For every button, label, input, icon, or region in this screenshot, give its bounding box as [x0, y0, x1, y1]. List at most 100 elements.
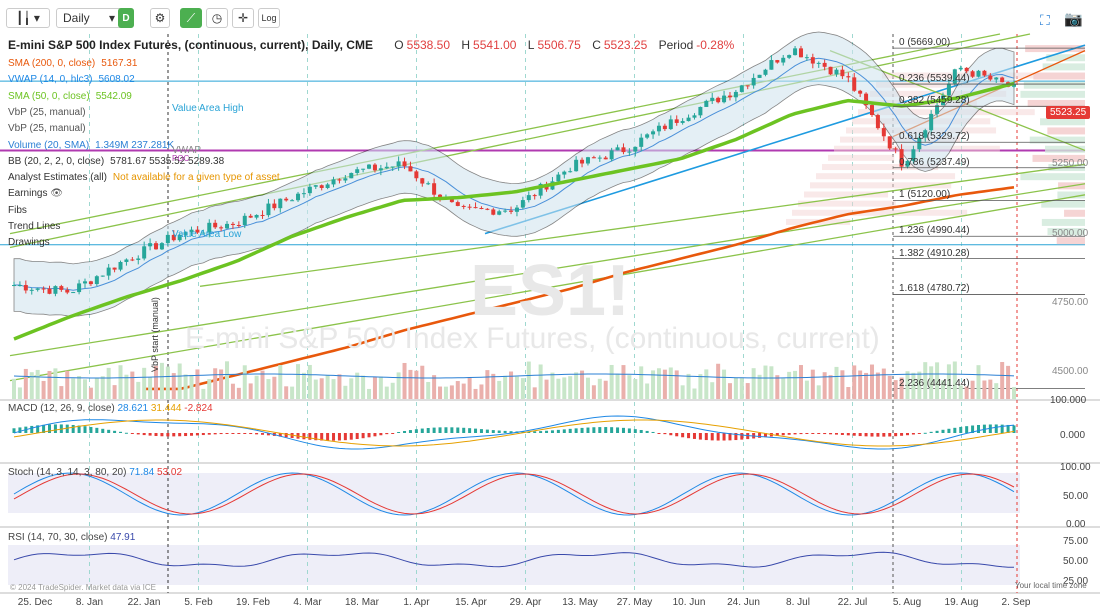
- volume-bar: [591, 385, 596, 399]
- candle: [946, 83, 951, 96]
- candle: [633, 146, 638, 152]
- fullscreen-icon[interactable]: ⛶: [1040, 12, 1050, 28]
- vwap-label: VWAP: [172, 145, 202, 156]
- volume-bar: [189, 374, 194, 399]
- volume-bar: [603, 380, 608, 399]
- candle: [757, 74, 762, 78]
- volume-bar: [887, 375, 892, 399]
- legend-item[interactable]: VbP (25, manual): [8, 106, 86, 118]
- macd-histogram-bar: [645, 430, 649, 433]
- volume-bar: [219, 369, 224, 399]
- legend-item[interactable]: VbP (25, manual): [8, 123, 86, 135]
- volume-bar: [183, 374, 188, 399]
- candle: [710, 97, 715, 101]
- macd-histogram-bar: [83, 426, 87, 433]
- legend-item[interactable]: Drawings: [8, 237, 50, 249]
- volume-bar: [230, 383, 235, 399]
- legend-item[interactable]: VWAP (14, 0, hlc3) 5608.02: [8, 74, 135, 86]
- candle: [929, 113, 934, 131]
- volume-bar: [733, 377, 738, 399]
- candle: [869, 105, 874, 116]
- macd-histogram-bar: [799, 433, 803, 435]
- candle: [881, 128, 886, 137]
- macd-histogram-bar: [923, 432, 927, 434]
- candle: [716, 97, 721, 103]
- legend-item[interactable]: BB (20, 2, 2, 0, close) 5781.67 5535.52 5…: [8, 155, 225, 167]
- candle: [189, 229, 194, 233]
- candle: [526, 195, 531, 201]
- volume-bar: [112, 385, 117, 399]
- candle: [177, 234, 182, 241]
- candle: [355, 169, 360, 173]
- candle: [763, 69, 768, 75]
- candle: [692, 115, 697, 118]
- legend-item[interactable]: Earnings 👁: [8, 188, 63, 200]
- legend-item[interactable]: SMA (50, 0, close) 5542.09: [8, 90, 132, 102]
- candle: [651, 131, 656, 135]
- legend-item[interactable]: Volume (20, SMA) 1.349M 237.281K: [8, 139, 175, 151]
- candle: [272, 203, 277, 209]
- macd-histogram-bar: [391, 433, 395, 434]
- candle: [148, 243, 153, 247]
- crosshair-button[interactable]: ✛: [232, 8, 254, 28]
- candle: [71, 292, 76, 294]
- volume-bar: [260, 370, 265, 399]
- trend-channel-lower-2: [9, 194, 1086, 382]
- macd-histogram-bar: [385, 433, 389, 435]
- volume-bar: [207, 379, 212, 399]
- macd-histogram-bar: [846, 433, 850, 436]
- clock-button[interactable]: ◷: [206, 8, 228, 28]
- macd-histogram-bar: [113, 430, 117, 433]
- legend-item[interactable]: SMA (200, 0, close) 5167.31: [8, 58, 138, 69]
- legend-item[interactable]: Trend Lines: [8, 221, 61, 232]
- volume-bar: [361, 375, 366, 399]
- time-axis-tick: 8. Jul: [786, 597, 810, 608]
- legend-item[interactable]: Analyst Estimates (all) Not available for…: [8, 172, 280, 184]
- volume-bar: [497, 380, 502, 399]
- volume-bar: [852, 365, 857, 399]
- volume-bar: [301, 372, 306, 399]
- macd-histogram-bar: [947, 428, 951, 433]
- candle: [349, 172, 354, 179]
- candle: [278, 198, 283, 209]
- vbp-bar-2: [876, 81, 1002, 88]
- macd-histogram-bar: [130, 433, 134, 434]
- candle: [917, 137, 922, 150]
- macd-histogram-bar: [545, 430, 549, 433]
- price-axis-tick: 4750.00: [1052, 296, 1089, 308]
- macd-histogram-bar: [255, 433, 259, 435]
- candle: [816, 62, 821, 64]
- macd-histogram-bar: [1012, 425, 1016, 433]
- log-scale-button[interactable]: Log: [258, 8, 280, 28]
- volume-bar: [491, 373, 496, 399]
- candle: [935, 105, 940, 114]
- macd-histogram-bar: [527, 431, 531, 433]
- volume-bar: [716, 363, 721, 399]
- crosshair-icon: ✛: [237, 11, 249, 25]
- stoch-axis-100: 100.00: [1060, 462, 1091, 473]
- time-axis-tick: 2. Sep: [1001, 597, 1031, 608]
- chart-type-button[interactable]: ┃╽ ▾: [6, 8, 50, 28]
- interval-select[interactable]: Daily ▾: [56, 8, 134, 28]
- candle: [301, 193, 306, 195]
- macd-histogram-bar: [681, 433, 685, 438]
- settings-button[interactable]: ⚙: [150, 8, 170, 28]
- vbp-bar: [1027, 99, 1085, 107]
- candle: [94, 276, 99, 285]
- volume-bar: [47, 370, 52, 399]
- stoch-legend: Stoch (14, 3, 14, 3, 80, 20) 71.84 53.02: [8, 467, 183, 478]
- legend-item[interactable]: Fibs: [8, 204, 27, 216]
- camera-icon[interactable]: 📷: [1064, 11, 1083, 28]
- macd-histogram-bar: [95, 427, 99, 433]
- volume-bar: [390, 382, 395, 399]
- draw-tool-button[interactable]: ⟋: [180, 8, 202, 28]
- candle: [562, 171, 567, 175]
- eye-icon[interactable]: 👁: [47, 188, 63, 200]
- volume-bar: [100, 376, 105, 399]
- chevron-down-icon: ▾: [108, 11, 115, 25]
- macd-histogram-bar: [787, 433, 791, 435]
- macd-histogram-bar: [870, 433, 874, 437]
- volume-bar: [982, 380, 987, 399]
- volume-bar: [514, 376, 519, 399]
